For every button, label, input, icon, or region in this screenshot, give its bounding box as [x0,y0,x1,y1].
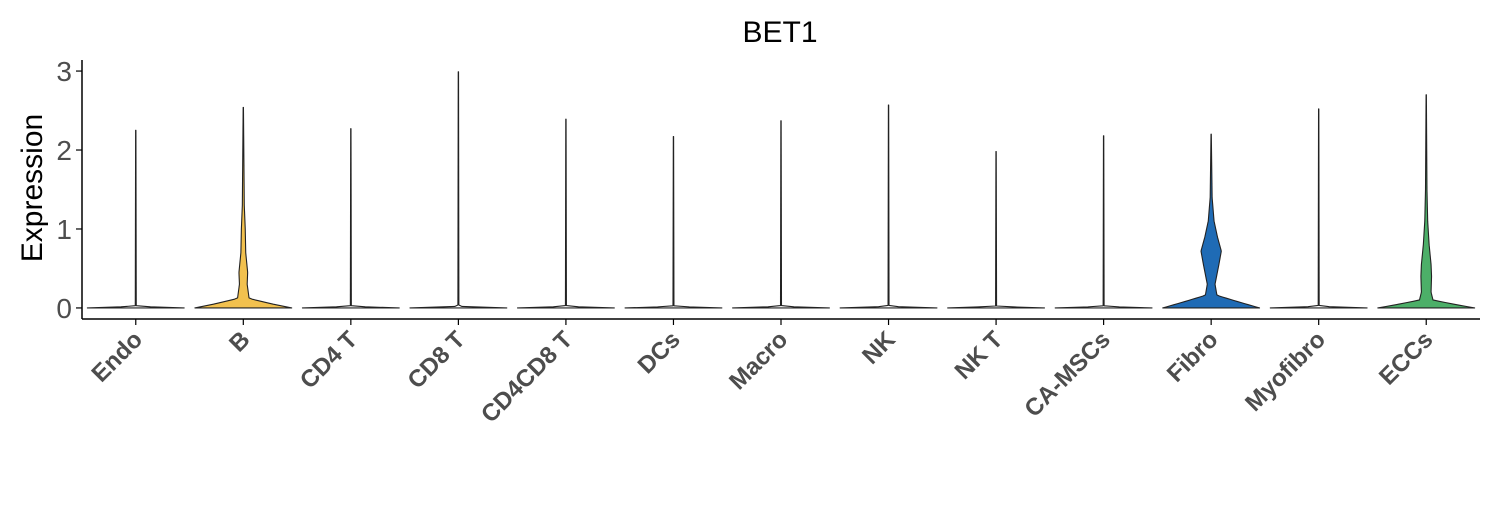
violin-fibro [1162,133,1261,309]
y-tick-label: 3 [56,56,72,87]
x-tick-label: CD4 T [295,326,363,394]
chart-title: BET1 [742,16,817,49]
x-tick-label: B [224,326,255,357]
x-tick-label: Macro [724,326,793,395]
x-tick-label: ECCs [1374,326,1438,390]
violin-nk [839,104,938,309]
y-tick-label: 2 [56,135,72,166]
violin-ca-mscs [1054,135,1153,309]
x-tick-label: CA-MSCs [1019,326,1115,422]
violin-endo [86,129,185,309]
violin-dcs [624,136,723,309]
violin-eccs [1377,94,1476,309]
x-tick-label: CD8 T [403,326,471,394]
violin-macro [732,120,830,309]
x-tick-label: Endo [87,326,149,388]
violin-cd4cd8-t [516,118,615,309]
x-tick-label: DCs [633,326,686,379]
x-tick-label: Fibro [1162,326,1224,388]
y-axis-label: Expression [16,114,49,262]
violin-myofibro [1269,108,1368,309]
violin-cd8-t [409,71,508,309]
y-ticks: 0 1 2 3 [56,56,82,324]
x-ticks: Endo B CD4 T CD8 T CD4CD8 T DCs Macro NK NK T CA-… [87,319,1438,428]
y-tick-label: 1 [56,214,72,245]
violin-b [194,106,293,309]
x-tick-label: Myofibro [1240,326,1331,417]
violin-cd4-t [301,128,400,309]
x-tick-label: CD4CD8 T [476,326,578,428]
violin-group [86,71,1476,309]
x-tick-label: NK T [950,326,1009,385]
x-tick-label: NK [857,326,901,370]
violin-nk-t [947,151,1046,309]
y-tick-label: 0 [56,293,72,324]
